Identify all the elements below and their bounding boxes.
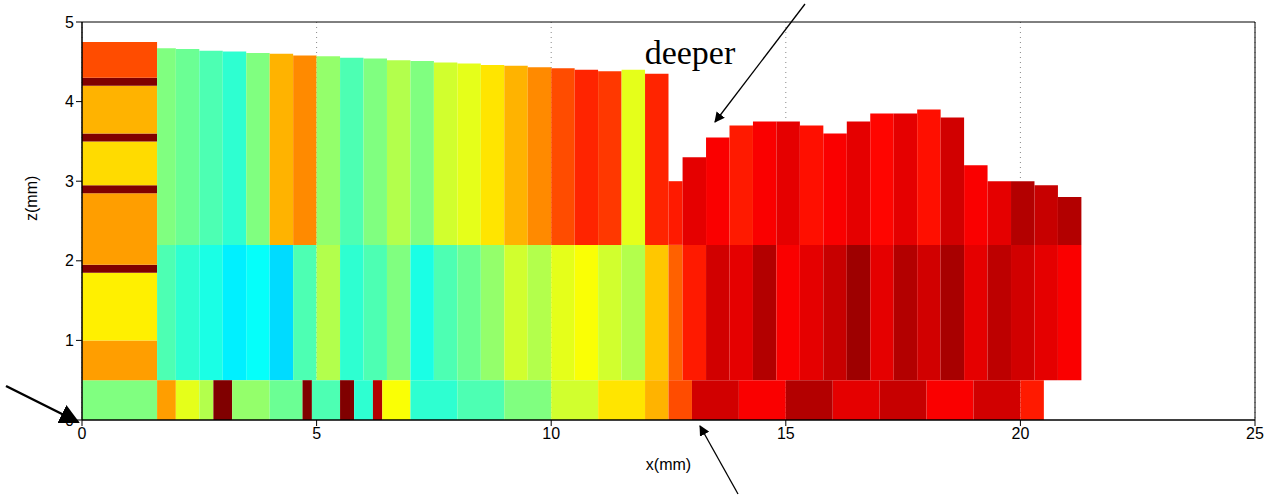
svg-text:10: 10: [542, 425, 560, 442]
svg-text:0: 0: [78, 425, 87, 442]
svg-text:4: 4: [65, 93, 74, 110]
svg-text:25: 25: [1246, 425, 1264, 442]
svg-text:z(mm): z(mm): [23, 176, 40, 221]
svg-text:deeper: deeper: [645, 34, 736, 71]
svg-text:x(mm): x(mm): [646, 456, 691, 473]
svg-text:0: 0: [65, 412, 74, 429]
svg-text:5: 5: [312, 425, 321, 442]
svg-text:3: 3: [65, 173, 74, 190]
svg-text:2: 2: [65, 252, 74, 269]
svg-text:15: 15: [777, 425, 795, 442]
svg-text:1: 1: [65, 332, 74, 349]
svg-text:20: 20: [1012, 425, 1030, 442]
svg-text:5: 5: [65, 14, 74, 31]
